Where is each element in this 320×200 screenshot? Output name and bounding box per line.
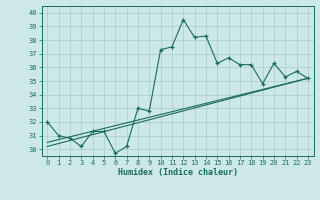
X-axis label: Humidex (Indice chaleur): Humidex (Indice chaleur) [118,168,237,177]
